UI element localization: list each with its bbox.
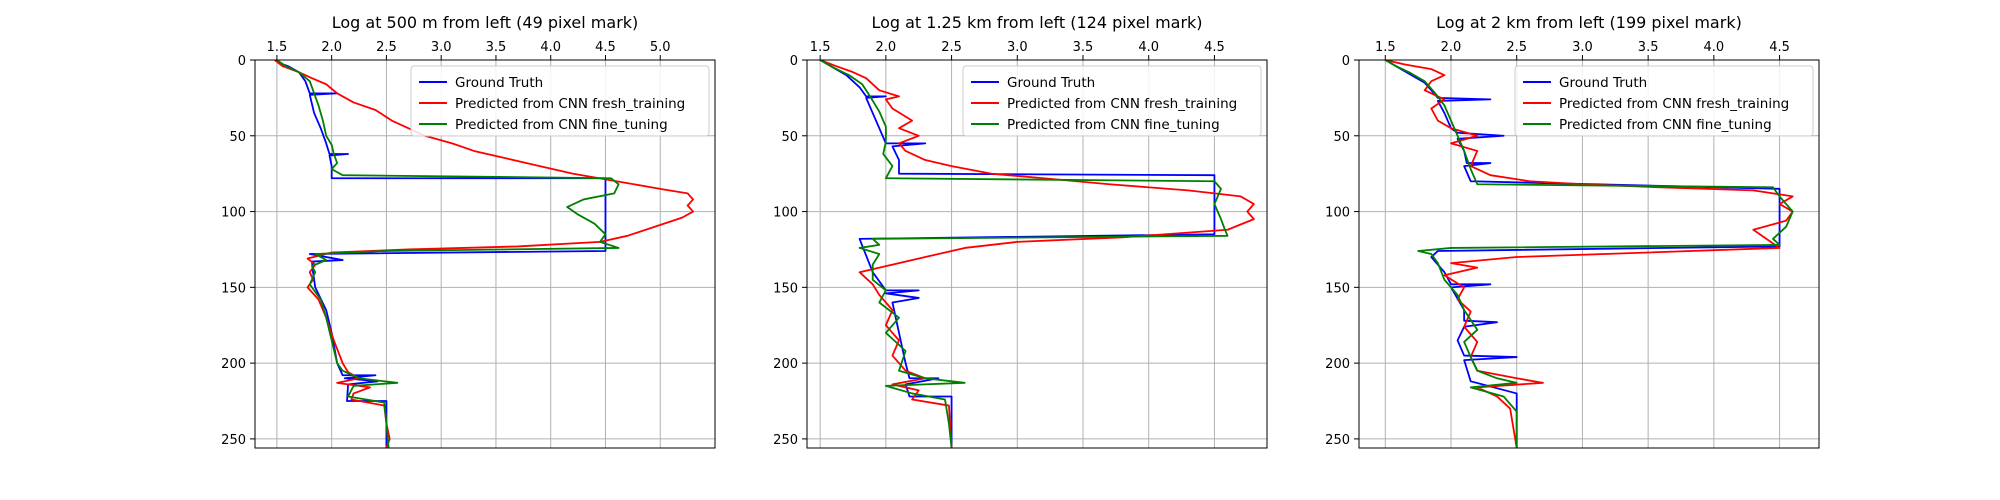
x-tick-label: 3.0 <box>431 40 452 55</box>
x-tick-label: 2.0 <box>876 40 897 55</box>
chart-panel-1: Log at 500 m from left (49 pixel mark) 1.… <box>221 13 716 449</box>
x-tick-label: 2.5 <box>1506 40 1527 55</box>
x-tick-label: 3.0 <box>1572 40 1593 55</box>
x-tick-label: 4.5 <box>595 40 616 55</box>
x-tick-label: 4.0 <box>1704 40 1725 55</box>
x-tick-label: 4.0 <box>1138 40 1159 55</box>
legend-box <box>410 65 710 137</box>
y-tick-label: 150 <box>221 281 246 296</box>
x-tick-label: 3.5 <box>1638 40 1659 55</box>
y-tick-label: 250 <box>1325 433 1350 448</box>
legend: Ground Truth Predicted from CNN fresh_tra… <box>962 65 1262 137</box>
chart-title: Log at 2 km from left (199 pixel mark) <box>1436 13 1742 32</box>
legend-label: Predicted from CNN fine_tuning <box>1007 117 1220 133</box>
y-tick-label: 50 <box>1333 130 1350 145</box>
x-tick-label: 2.5 <box>941 40 962 55</box>
y-tick-label: 0 <box>238 54 246 69</box>
y-tick-label: 100 <box>221 206 246 221</box>
series-line-2 <box>819 60 1255 448</box>
series-group <box>1384 60 1794 448</box>
series-group <box>819 60 1255 448</box>
plot-frame <box>254 59 716 449</box>
legend-label: Predicted from CNN fresh_training <box>1007 96 1237 112</box>
legend-label: Predicted from CNN fine_tuning <box>455 117 668 133</box>
y-tick-label: 150 <box>1325 281 1350 296</box>
x-tick-label: 5.0 <box>650 40 671 55</box>
x-tick-label: 3.0 <box>1007 40 1028 55</box>
series-line-1 <box>1384 60 1781 448</box>
y-tick-label: 100 <box>1325 206 1350 221</box>
series-line-3 <box>1384 60 1794 448</box>
y-tick-label: 200 <box>773 357 798 372</box>
series-line-1 <box>276 60 607 448</box>
x-tick-label: 2.0 <box>1441 40 1462 55</box>
y-tick-label: 100 <box>773 206 798 221</box>
plot-frame <box>806 59 1268 449</box>
legend-box <box>1514 65 1814 137</box>
legend-label: Predicted from CNN fresh_training <box>455 96 685 112</box>
chart-panel-3: Log at 2 km from left (199 pixel mark) 1.… <box>1325 13 1820 449</box>
legend-box <box>962 65 1262 137</box>
y-tick-label: 50 <box>781 130 798 145</box>
y-tick-label: 250 <box>221 433 246 448</box>
chart-title: Log at 1.25 km from left (124 pixel mark… <box>871 13 1202 32</box>
chart-panel-2: Log at 1.25 km from left (124 pixel mark… <box>773 13 1268 449</box>
x-tick-label: 4.0 <box>540 40 561 55</box>
legend: Ground Truth Predicted from CNN fresh_tra… <box>410 65 710 137</box>
legend-label: Predicted from CNN fresh_training <box>1559 96 1789 112</box>
series-line-2 <box>274 60 694 448</box>
y-tick-label: 0 <box>790 54 798 69</box>
series-line-3 <box>819 60 1229 448</box>
x-tick-label: 4.5 <box>1204 40 1225 55</box>
legend-label: Ground Truth <box>1559 75 1647 91</box>
plot-frame <box>1358 59 1820 449</box>
y-tick-label: 200 <box>1325 357 1350 372</box>
legend: Ground Truth Predicted from CNN fresh_tra… <box>1514 65 1814 137</box>
series-group <box>274 60 694 448</box>
x-tick-label: 1.5 <box>1375 40 1396 55</box>
x-tick-label: 3.5 <box>1073 40 1094 55</box>
legend-label: Ground Truth <box>455 75 543 91</box>
x-tick-label: 1.5 <box>810 40 831 55</box>
y-tick-label: 200 <box>221 357 246 372</box>
y-tick-label: 250 <box>773 433 798 448</box>
legend-label: Ground Truth <box>1007 75 1095 91</box>
series-line-3 <box>276 60 620 448</box>
y-tick-label: 0 <box>1342 54 1350 69</box>
x-tick-label: 1.5 <box>267 40 288 55</box>
y-tick-label: 50 <box>229 130 246 145</box>
series-line-2 <box>1385 60 1794 448</box>
chart-title: Log at 500 m from left (49 pixel mark) <box>332 13 639 32</box>
x-tick-label: 2.5 <box>376 40 397 55</box>
series-line-1 <box>819 60 1216 448</box>
x-tick-label: 4.5 <box>1769 40 1790 55</box>
x-tick-label: 2.0 <box>321 40 342 55</box>
y-tick-label: 150 <box>773 281 798 296</box>
x-tick-label: 3.5 <box>486 40 507 55</box>
legend-label: Predicted from CNN fine_tuning <box>1559 117 1772 133</box>
